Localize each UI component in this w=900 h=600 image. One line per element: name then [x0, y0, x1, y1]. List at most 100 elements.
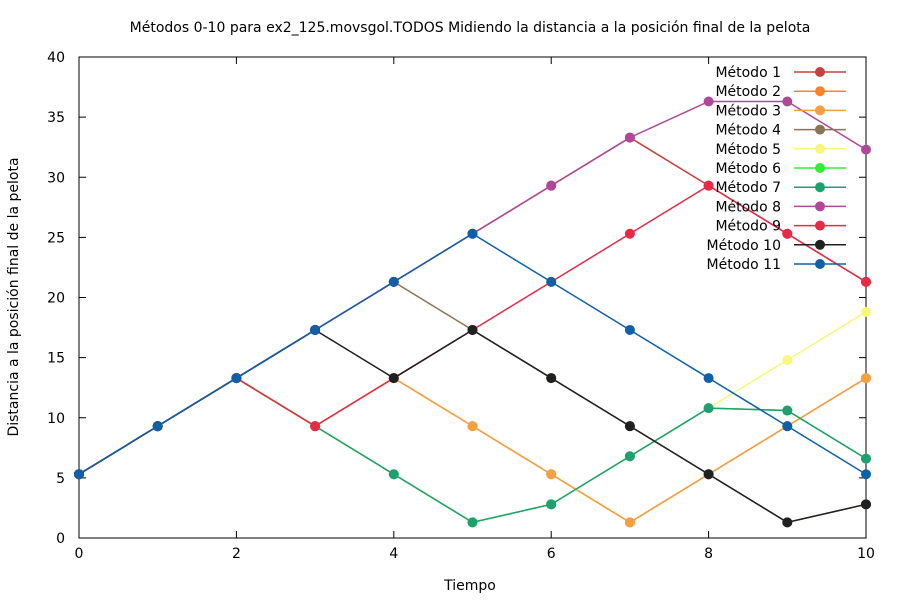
data-point: [546, 276, 557, 287]
data-point: [861, 453, 871, 464]
data-point: [467, 228, 478, 239]
data-point: [861, 469, 871, 480]
x-tick-label: 4: [389, 546, 398, 562]
legend-item: Método 11: [707, 257, 846, 273]
data-point: [624, 228, 635, 239]
x-tick-label: 10: [857, 546, 875, 562]
legend-label: Método 9: [715, 219, 781, 235]
data-point: [703, 180, 714, 191]
series-line: [78, 377, 867, 524]
series-2: [74, 373, 871, 528]
axis-ticks: 0 2 4 6 8 10 0 5 10 15 20 25 30 35 40: [47, 50, 875, 562]
legend: Método 1 Método 2 Método 3 Método 4 Método 5…: [707, 65, 846, 273]
legend-marker: [815, 220, 825, 231]
data-point: [624, 421, 635, 432]
legend-label: Método 10: [707, 238, 781, 254]
y-tick-label: 30: [47, 170, 65, 186]
data-point: [388, 469, 399, 480]
data-point: [861, 373, 871, 384]
legend-marker: [815, 86, 825, 97]
legend-marker: [815, 239, 825, 250]
data-point: [861, 144, 871, 155]
y-tick-label: 10: [47, 411, 65, 427]
legend-item: Método 10: [707, 238, 846, 254]
legend-marker: [815, 143, 825, 154]
legend-marker: [815, 201, 825, 212]
legend-label: Método 7: [715, 180, 781, 196]
legend-label: Método 8: [715, 199, 781, 215]
data-point: [546, 499, 557, 510]
data-point: [152, 421, 163, 432]
chart-title: Métodos 0-10 para ex2_125.movsgol.TODOS …: [130, 20, 811, 36]
y-tick-label: 15: [47, 351, 65, 367]
data-point: [624, 132, 635, 143]
data-point: [467, 517, 478, 528]
y-tick-label: 25: [47, 230, 65, 246]
data-point: [624, 324, 635, 335]
legend-marker: [815, 163, 825, 173]
series-3: [74, 373, 871, 528]
legend-label: Método 4: [715, 123, 781, 139]
y-tick-label: 5: [56, 471, 65, 487]
legend-item: Método 3: [715, 103, 846, 119]
series-6: [74, 373, 871, 528]
x-tick-label: 8: [704, 546, 713, 562]
legend-label: Método 3: [715, 103, 781, 119]
legend-label: Método 11: [707, 257, 781, 273]
data-point: [231, 373, 242, 384]
legend-item: Método 9: [715, 219, 846, 235]
data-point: [310, 324, 321, 335]
y-tick-label: 0: [56, 531, 65, 547]
data-point: [546, 373, 557, 384]
data-point: [861, 306, 871, 317]
data-point: [624, 517, 635, 528]
x-tick-label: 0: [75, 546, 84, 562]
data-point: [861, 499, 871, 510]
legend-item: Método 1: [715, 65, 846, 81]
data-point: [782, 228, 793, 239]
legend-item: Método 8: [715, 199, 846, 215]
legend-marker: [815, 105, 825, 116]
series-line: [78, 311, 867, 524]
x-tick-label: 6: [547, 546, 556, 562]
series-5: [74, 306, 871, 528]
y-axis-label: Distancia a la posición final de la pelo…: [6, 157, 22, 436]
data-point: [546, 180, 557, 191]
legend-marker: [815, 67, 825, 77]
data-point: [388, 373, 399, 384]
legend-item: Método 7: [715, 180, 846, 196]
x-axis-label: Tiempo: [443, 578, 496, 594]
data-point: [703, 96, 714, 107]
legend-marker: [815, 259, 825, 269]
series-layer: [74, 96, 871, 528]
data-point: [388, 276, 399, 287]
legend-item: Método 5: [715, 142, 846, 158]
y-tick-label: 20: [47, 291, 65, 307]
legend-marker: [815, 124, 825, 135]
y-tick-label: 35: [47, 110, 65, 126]
data-point: [310, 421, 321, 432]
series-11: [74, 228, 871, 480]
series-4: [74, 276, 871, 528]
data-point: [703, 469, 714, 480]
legend-marker: [815, 182, 825, 193]
legend-label: Método 2: [715, 84, 781, 100]
legend-item: Método 4: [715, 123, 846, 139]
data-point: [624, 451, 635, 462]
x-tick-label: 2: [232, 546, 241, 562]
y-tick-label: 40: [47, 50, 65, 66]
data-point: [782, 405, 793, 416]
data-point: [782, 96, 793, 107]
data-point: [782, 355, 793, 366]
legend-item: Método 2: [715, 84, 846, 100]
data-point: [861, 276, 871, 287]
data-point: [703, 403, 714, 414]
data-point: [467, 324, 478, 335]
legend-label: Método 1: [715, 65, 781, 81]
series-7: [74, 373, 871, 528]
data-point: [703, 373, 714, 384]
legend-label: Método 6: [715, 161, 781, 177]
data-point: [467, 421, 478, 432]
legend-label: Método 5: [715, 142, 781, 158]
